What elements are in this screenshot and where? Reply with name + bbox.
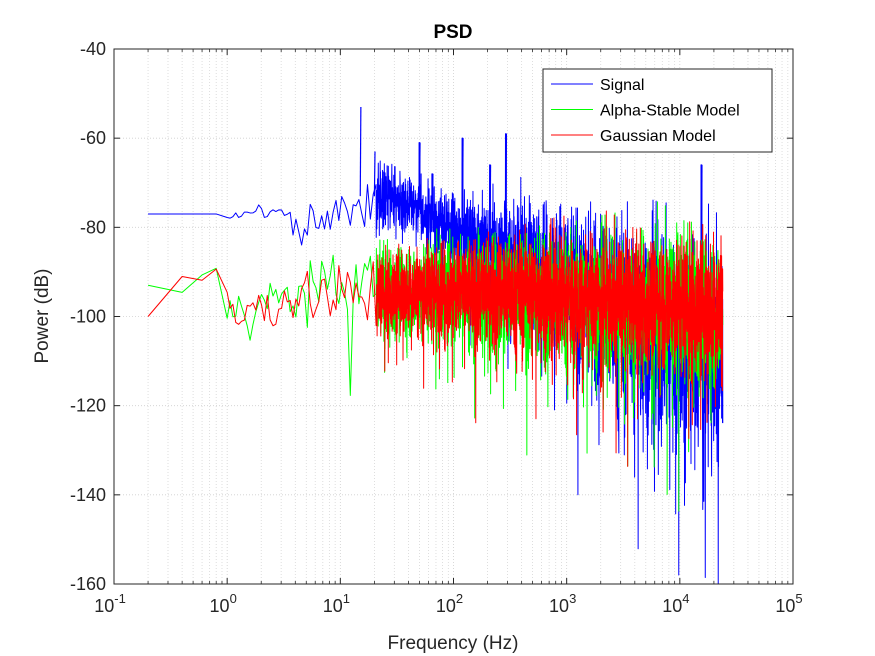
x-tick-exponent: 5 bbox=[795, 591, 802, 606]
y-axis-label: Power (dB) bbox=[32, 268, 53, 363]
x-tick-base: 10 bbox=[436, 596, 456, 616]
signal-peak bbox=[489, 164, 492, 247]
y-tick-label: -80 bbox=[80, 217, 106, 237]
x-tick-exponent: 4 bbox=[682, 591, 689, 606]
signal-peak bbox=[418, 142, 421, 210]
x-tick-base: 10 bbox=[549, 596, 569, 616]
tick-marks bbox=[113, 48, 794, 585]
x-tick-label: 101 bbox=[323, 591, 350, 616]
x-tick-exponent: 1 bbox=[343, 591, 350, 606]
signal-peak bbox=[359, 106, 362, 197]
x-tick-exponent: 3 bbox=[569, 591, 576, 606]
signal-peak bbox=[431, 173, 434, 220]
y-tick-label: -120 bbox=[70, 396, 106, 416]
x-tick-base: 10 bbox=[775, 596, 795, 616]
x-tick-label: 103 bbox=[549, 591, 576, 616]
x-tick-base: 10 bbox=[662, 596, 682, 616]
x-tick-exponent: -1 bbox=[114, 591, 126, 606]
y-tick-label: -60 bbox=[80, 128, 106, 148]
legend-entry-label: Signal bbox=[600, 77, 644, 94]
x-tick-base: 10 bbox=[323, 596, 343, 616]
x-tick-base: 10 bbox=[94, 596, 114, 616]
x-tick-exponent: 0 bbox=[230, 591, 237, 606]
series-layer bbox=[147, 106, 724, 585]
legend-entry-label: Alpha-Stable Model bbox=[600, 103, 740, 120]
y-tick-label: -160 bbox=[70, 574, 106, 594]
x-tick-label: 102 bbox=[436, 591, 463, 616]
series-line-3 bbox=[147, 210, 724, 467]
x-tick-label: 105 bbox=[775, 591, 802, 616]
y-tick-label: -40 bbox=[80, 39, 106, 59]
signal-peak bbox=[505, 133, 508, 254]
legend-entry-label: Gaussian Model bbox=[600, 128, 716, 145]
legend: Signal Alpha-Stable Model Gaussian Model bbox=[542, 68, 773, 153]
x-tick-label: 100 bbox=[210, 591, 237, 616]
x-axis-label: Frequency (Hz) bbox=[388, 633, 519, 654]
legend-box bbox=[542, 68, 773, 153]
y-tick-label: -100 bbox=[70, 307, 106, 327]
series-line-1 bbox=[148, 133, 724, 585]
chart-title: PSD bbox=[433, 22, 472, 43]
x-tick-exponent: 2 bbox=[456, 591, 463, 606]
y-tick-label: -140 bbox=[70, 485, 106, 505]
signal-peak bbox=[461, 138, 464, 236]
signal-peak bbox=[373, 151, 376, 197]
x-tick-label: 10-1 bbox=[94, 591, 126, 616]
tick-labels: 10-1 100 101 102 103 104 105-160-140-120-100-8… bbox=[70, 39, 803, 616]
x-tick-label: 104 bbox=[662, 591, 689, 616]
x-tick-base: 10 bbox=[210, 596, 230, 616]
